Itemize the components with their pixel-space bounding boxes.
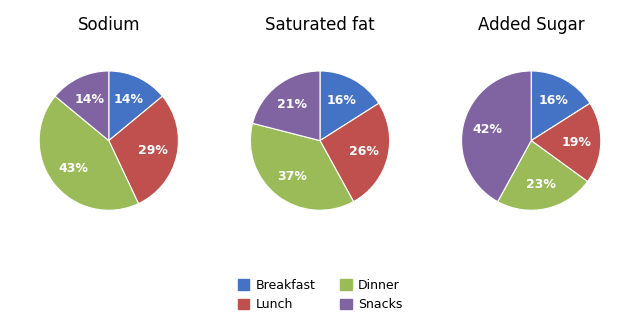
Wedge shape [461, 71, 531, 202]
Text: 29%: 29% [138, 144, 168, 157]
Title: Added Sugar: Added Sugar [478, 16, 584, 34]
Wedge shape [320, 103, 390, 202]
Text: 16%: 16% [327, 95, 356, 108]
Text: 19%: 19% [561, 135, 591, 148]
Wedge shape [55, 71, 109, 141]
Wedge shape [531, 71, 590, 141]
Wedge shape [109, 96, 179, 204]
Wedge shape [253, 71, 320, 141]
Wedge shape [39, 96, 138, 210]
Text: 23%: 23% [526, 178, 556, 191]
Title: Sodium: Sodium [77, 16, 140, 34]
Wedge shape [250, 123, 353, 210]
Text: 37%: 37% [277, 170, 307, 183]
Text: 21%: 21% [277, 98, 307, 112]
Text: 42%: 42% [472, 123, 502, 136]
Title: Saturated fat: Saturated fat [265, 16, 375, 34]
Text: 14%: 14% [74, 93, 104, 106]
Text: 14%: 14% [113, 93, 143, 106]
Wedge shape [109, 71, 163, 141]
Text: 43%: 43% [58, 162, 88, 175]
Wedge shape [531, 103, 601, 181]
Legend: Breakfast, Lunch, Dinner, Snacks: Breakfast, Lunch, Dinner, Snacks [232, 273, 408, 318]
Text: 26%: 26% [349, 146, 379, 158]
Wedge shape [320, 71, 379, 141]
Text: 16%: 16% [538, 95, 568, 108]
Wedge shape [498, 141, 588, 210]
